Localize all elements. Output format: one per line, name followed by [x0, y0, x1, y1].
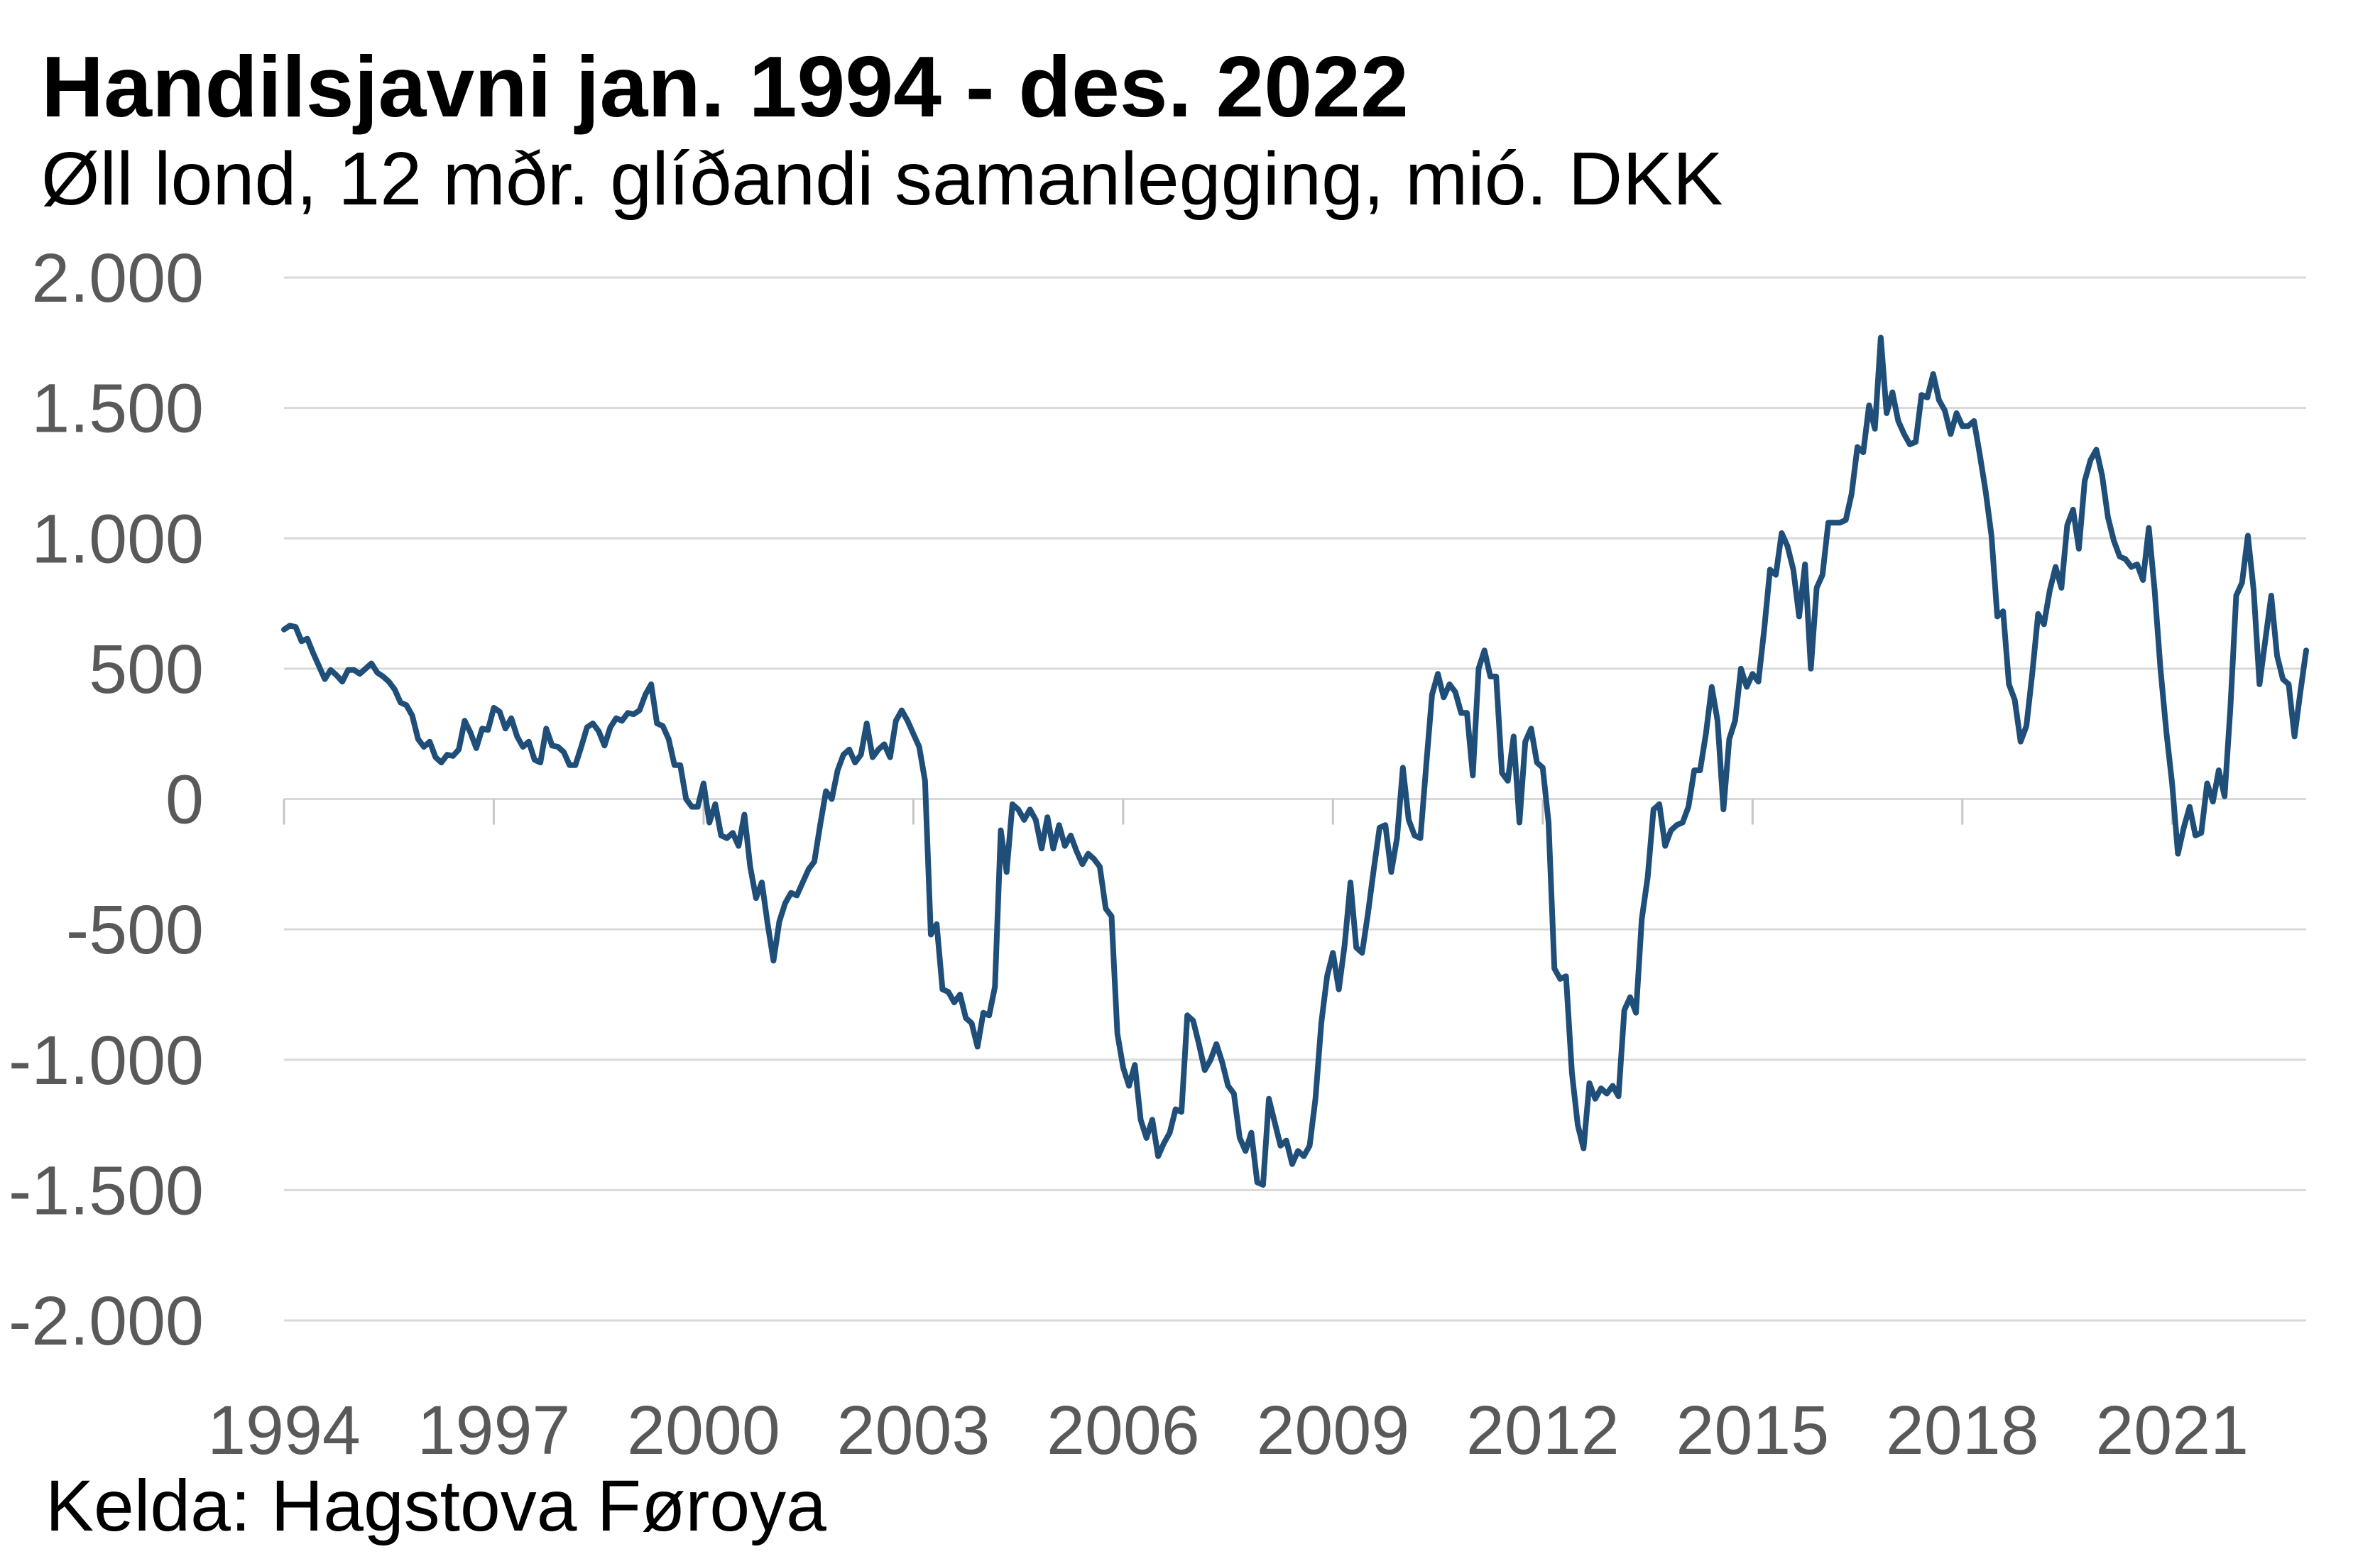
- x-tick-label: 2021: [2095, 1391, 2249, 1469]
- x-tick-label: 2003: [837, 1391, 990, 1469]
- y-tick-label: -500: [66, 891, 204, 968]
- plot-series: [281, 334, 2309, 1188]
- x-tick-label: 1994: [207, 1391, 361, 1469]
- chart-subtitle: Øll lond, 12 mðr. glíðandi samanlegging,…: [41, 137, 1723, 221]
- x-tick-label: 1997: [417, 1391, 571, 1469]
- y-tick-label: 2.000: [31, 239, 204, 317]
- y-tick-label: -1.000: [9, 1022, 204, 1099]
- x-tick-label: 2009: [1256, 1391, 1409, 1469]
- y-tick-label: 1.500: [31, 370, 204, 447]
- y-tick-label: -2.000: [9, 1282, 204, 1359]
- chart-title: Handilsjavni jan. 1994 - des. 2022: [41, 38, 1409, 135]
- y-tick-label: 0: [165, 761, 204, 838]
- x-axis-ticks: [283, 799, 2173, 825]
- x-tick-label: 2012: [1466, 1391, 1620, 1469]
- y-tick-label: -1.500: [9, 1151, 204, 1229]
- y-gridlines: [284, 276, 2306, 1322]
- y-tick-label: 500: [89, 630, 204, 708]
- chart-source: Kelda: Hagstova Føroya: [45, 1465, 826, 1546]
- x-tick-label: 2015: [1676, 1391, 1829, 1469]
- x-tick-label: 2000: [627, 1391, 780, 1469]
- x-tick-label: 2006: [1047, 1391, 1200, 1469]
- x-tick-label: 2018: [1886, 1391, 2039, 1469]
- series-line: [281, 334, 2309, 1188]
- x-axis-tick-labels: 1994 1997 2000 2003 2006 2009 2012 2015 2018 2021: [207, 1391, 2249, 1469]
- y-axis-tick-labels: 2.000 1.500 1.000 500 0 -500 -1.000 -1.500 -2.00…: [9, 239, 204, 1359]
- y-tick-label: 1.000: [31, 500, 204, 577]
